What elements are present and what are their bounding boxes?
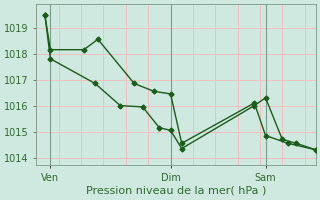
X-axis label: Pression niveau de la mer( hPa ): Pression niveau de la mer( hPa ) xyxy=(86,186,266,196)
